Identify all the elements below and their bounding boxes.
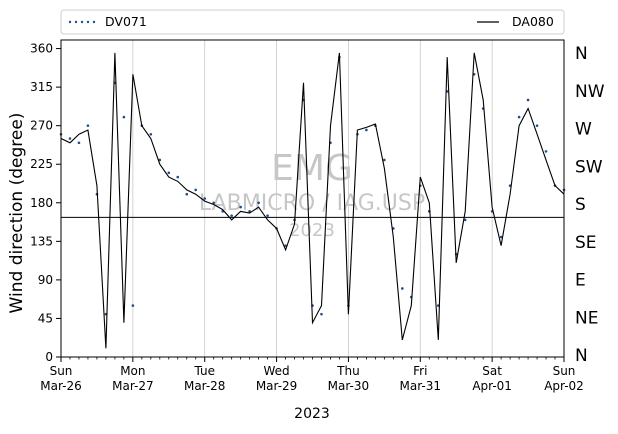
point-dv071 [158, 158, 162, 162]
point-dv071 [320, 312, 323, 316]
x-tick-label-date: Mar-30 [328, 379, 369, 393]
point-dv071 [499, 235, 503, 239]
compass-labels: N NE E SE S SW W NW N [575, 44, 605, 366]
point-dv071 [68, 137, 72, 140]
y-tick-label: 360 [30, 42, 53, 56]
x-tick-label-day: Sun [50, 364, 73, 378]
x-tick-label-day: Sun [553, 364, 576, 378]
y-tick-label: 225 [30, 157, 53, 171]
compass-label: S [575, 195, 586, 215]
point-dv071 [230, 214, 233, 217]
x-tick-label-day: Fri [413, 364, 427, 378]
point-dv071 [122, 115, 126, 119]
point-dv071 [212, 201, 215, 205]
point-dv071 [266, 214, 269, 217]
y-tick-label: 270 [30, 119, 53, 133]
compass-label: NE [575, 308, 598, 328]
x-tick-label-date: Apr-01 [472, 379, 512, 393]
point-dv071 [401, 287, 404, 290]
x-tick-label-day: Mon [120, 364, 145, 378]
point-dv071 [203, 197, 207, 200]
point-dv071 [284, 244, 287, 247]
x-axis-title: 2023 [294, 406, 330, 422]
y-tick-label: 180 [30, 196, 53, 210]
y-axis-ticks: 0 45 90 135 180 225 270 315 360 [30, 42, 61, 364]
svg-text:2023: 2023 [289, 220, 335, 241]
compass-label: N [575, 44, 588, 64]
svg-text:EMG: EMG [271, 148, 353, 189]
x-tick-label-date: Mar-27 [112, 379, 153, 393]
y-tick-label: 0 [45, 350, 53, 364]
x-axis-ticks: SunMar-26MonMar-27TueMar-28WedMar-29ThuM… [40, 357, 584, 393]
legend-label-dv071: DV071 [105, 14, 147, 29]
compass-label: SE [575, 233, 597, 253]
x-tick-label-date: Mar-31 [400, 379, 441, 393]
point-dv071 [463, 218, 467, 222]
x-tick-label-date: Mar-28 [184, 379, 225, 393]
compass-label: SW [575, 157, 603, 177]
line-da080 [60, 52, 565, 349]
svg-text:LABMICRO / IAG.USP: LABMICRO / IAG.USP [199, 191, 425, 216]
y-tick-label: 45 [38, 311, 53, 325]
x-tick-label-day: Thu [336, 364, 360, 378]
compass-label: W [575, 120, 592, 140]
x-tick-label-day: Tue [193, 364, 215, 378]
x-tick-label-day: Wed [263, 364, 289, 378]
series-da080-line [60, 52, 565, 349]
point-dv071 [185, 192, 189, 196]
x-tick-label-date: Mar-26 [40, 379, 81, 393]
y-tick-label: 90 [38, 273, 53, 287]
legend-marker-dv071 [68, 20, 96, 24]
point-dv071 [535, 124, 539, 127]
compass-label: N [575, 346, 588, 366]
watermark: EMG LABMICRO / IAG.USP 2023 [199, 148, 425, 241]
x-tick-label-day: Sat [482, 364, 502, 378]
x-tick-label-date: Mar-29 [256, 379, 297, 393]
point-dv071 [86, 124, 90, 127]
point-dv071 [239, 205, 242, 209]
point-dv071 [365, 128, 368, 132]
compass-label: NW [575, 82, 605, 102]
y-tick-label: 315 [30, 80, 53, 94]
point-dv071 [544, 150, 548, 153]
point-dv071 [167, 171, 171, 175]
point-dv071 [526, 98, 530, 102]
point-dv071 [149, 132, 153, 136]
legend-label-da080: DA080 [512, 14, 554, 29]
point-dv071 [131, 304, 135, 307]
point-dv071 [77, 141, 81, 145]
compass-label: E [575, 271, 586, 291]
y-tick-label: 135 [30, 234, 53, 248]
y-axis-title: Wind direction (degree) [7, 113, 27, 314]
grid-lines [132, 40, 493, 357]
point-dv071 [517, 115, 521, 119]
legend: DV071 DA080 [60, 9, 565, 35]
point-dv071 [257, 201, 260, 205]
x-tick-label-date: Apr-02 [544, 379, 584, 393]
point-dv071 [176, 175, 180, 179]
point-dv071 [383, 158, 386, 162]
point-dv071 [194, 188, 198, 192]
